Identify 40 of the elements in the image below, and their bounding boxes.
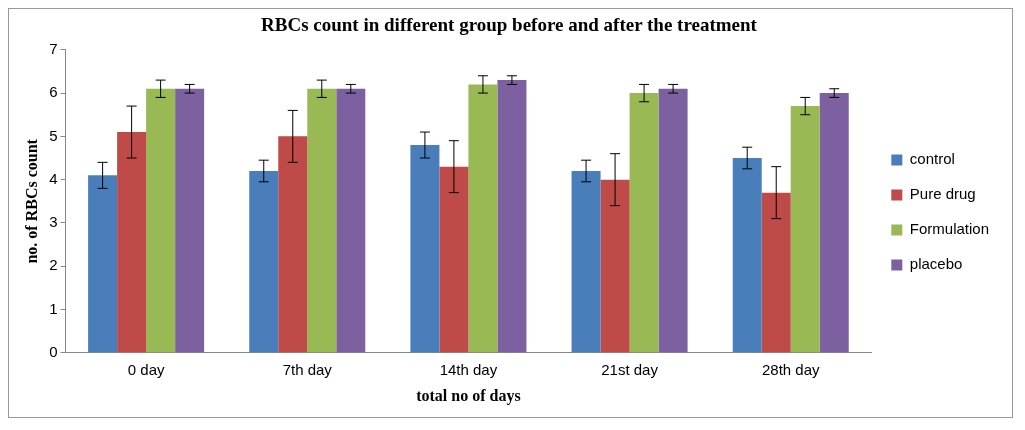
- y-tick-label: 2: [49, 256, 58, 274]
- y-tick-label: 7: [49, 39, 58, 57]
- bar: [307, 88, 337, 353]
- bar: [600, 179, 630, 353]
- y-tick-label: 1: [49, 299, 58, 317]
- bar: [117, 132, 147, 353]
- bar: [571, 171, 601, 353]
- bar: [146, 88, 176, 353]
- y-tick-label: 4: [49, 169, 58, 187]
- x-tick-label: 7th day: [282, 360, 333, 378]
- legend-label: placebo: [909, 255, 963, 273]
- chart-title: RBCs count in different group before and after the treatment: [261, 14, 758, 36]
- bar: [790, 106, 820, 353]
- bar: [410, 145, 440, 353]
- bar: [439, 166, 469, 353]
- bar: [336, 88, 366, 353]
- bar: [732, 158, 762, 353]
- x-tick-label: 28th day: [761, 360, 820, 378]
- bar: [629, 93, 659, 353]
- bar: [658, 88, 688, 353]
- bar: [497, 80, 527, 353]
- y-tick-label: 3: [49, 213, 58, 231]
- bar: [175, 88, 205, 353]
- bar: [468, 84, 498, 353]
- bar: [249, 171, 279, 353]
- x-tick-label: 21st day: [601, 360, 659, 378]
- bar: [88, 175, 118, 353]
- y-tick-label: 6: [49, 83, 58, 101]
- x-axis-title: total no of days: [416, 386, 521, 405]
- y-tick-label: 0: [49, 342, 58, 360]
- x-tick-label: 0 day: [127, 360, 165, 378]
- legend-label: Formulation: [909, 220, 990, 238]
- y-axis-title: no. of RBCs count: [22, 138, 40, 264]
- legend-label: control: [909, 150, 955, 168]
- bar: [761, 192, 791, 353]
- legend-label: Pure drug: [909, 185, 976, 203]
- bar: [819, 93, 849, 353]
- bar: [278, 136, 308, 353]
- y-tick-label: 5: [49, 126, 58, 144]
- x-tick-label: 14th day: [439, 360, 498, 378]
